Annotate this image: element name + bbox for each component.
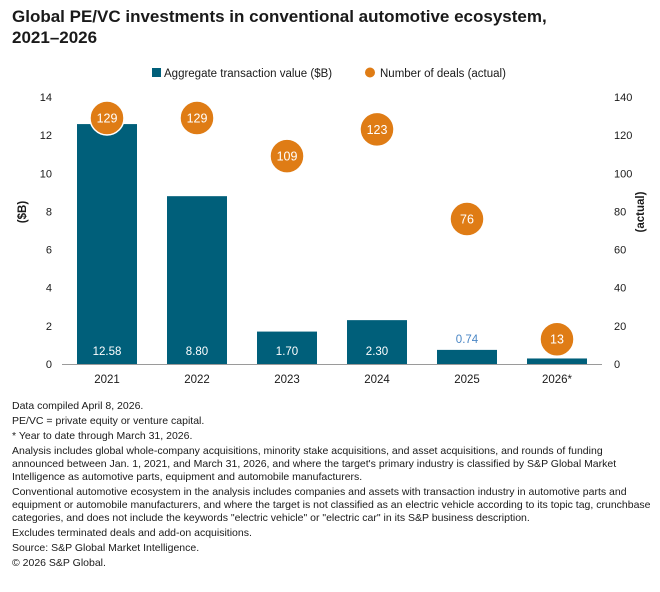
y-axis-label: ($B) — [17, 201, 29, 224]
deal-count-label: 109 — [277, 150, 298, 164]
deal-bubble — [269, 138, 305, 174]
note-date: Data compiled April 8, 2026. — [12, 400, 144, 412]
bar — [257, 331, 317, 364]
y-tick-label: 4 — [46, 283, 52, 295]
deal-count-label: 123 — [367, 123, 388, 137]
y-tick-label: 14 — [40, 92, 52, 104]
bar — [77, 124, 137, 365]
y-tick-label: 0 — [46, 359, 52, 371]
note-source: Source: S&P Global Market Intelligence. — [12, 542, 200, 554]
x-tick-label: 2026* — [542, 374, 573, 386]
y2-axis-label: (actual) — [635, 191, 647, 232]
note-definition: PE/VC = private equity or venture capita… — [12, 415, 205, 427]
bar — [347, 320, 407, 364]
combo-chart: Aggregate transaction value ($B) Number … — [17, 67, 647, 386]
deal-bubble — [449, 201, 485, 237]
legend: Aggregate transaction value ($B) Number … — [152, 67, 506, 80]
legend-bubble-swatch — [365, 67, 375, 78]
y-tick-label: 6 — [46, 245, 52, 257]
y2-tick-label: 140 — [614, 92, 632, 104]
deal-bubble — [179, 100, 215, 136]
deal-bubble — [359, 111, 395, 148]
legend-bar-label: Aggregate transaction value ($B) — [164, 68, 332, 80]
bar — [167, 196, 227, 364]
bar — [527, 358, 587, 364]
note-copyright: © 2026 S&P Global. — [12, 557, 106, 569]
bar-value-label: 1.70 — [276, 346, 298, 358]
y2-tick-label: 80 — [614, 206, 626, 218]
note-ecosystem: Conventional automotive ecosystem in the… — [12, 486, 651, 524]
bar-value-label: 0.74 — [456, 334, 479, 346]
bar-value-label: 2.30 — [366, 346, 388, 358]
deal-count-label: 76 — [460, 213, 474, 227]
y-tick-label: 12 — [40, 130, 52, 142]
bar — [437, 349, 497, 364]
y2-tick-label: 60 — [614, 245, 626, 257]
y2-tick-label: 0 — [614, 359, 620, 371]
x-tick-label: 2022 — [184, 374, 210, 386]
bar-value-label: 8.80 — [186, 346, 208, 358]
chart-title-line-1: Global PE/VC investments in conventional… — [12, 7, 547, 26]
note-ytd: * Year to date through March 31, 2026. — [12, 430, 193, 442]
bar-value-label: 12.58 — [93, 346, 122, 358]
note-exclusions: Excludes terminated deals and add-on acq… — [12, 527, 252, 539]
chart-marks: 0246810121402040608010012014012.5820218.… — [40, 92, 633, 386]
y-tick-label: 8 — [46, 206, 52, 218]
deal-count-label: 13 — [550, 333, 564, 347]
chart-title-line-2: 2021–2026 — [12, 28, 98, 47]
deal-count-label: 129 — [187, 111, 208, 125]
x-tick-label: 2023 — [274, 374, 300, 386]
y-tick-label: 10 — [40, 168, 52, 180]
y2-tick-label: 120 — [614, 130, 632, 142]
x-tick-label: 2024 — [364, 374, 390, 386]
footnotes: Data compiled April 8, 2026. PE/VC = pri… — [12, 400, 652, 572]
y2-tick-label: 40 — [614, 283, 626, 295]
legend-bubble-label: Number of deals (actual) — [380, 68, 506, 80]
chart-title: Global PE/VC investments in conventional… — [12, 6, 652, 48]
deal-bubble — [89, 100, 125, 136]
x-tick-label: 2021 — [94, 374, 120, 386]
deal-count-label: 129 — [97, 111, 118, 125]
note-analysis: Analysis includes global whole-company a… — [12, 445, 617, 483]
deal-bubble — [539, 321, 575, 357]
x-tick-label: 2025 — [454, 374, 480, 386]
y2-tick-label: 20 — [614, 321, 626, 333]
y2-tick-label: 100 — [614, 168, 632, 180]
y-tick-label: 2 — [46, 321, 52, 333]
legend-bar-swatch — [152, 68, 161, 77]
